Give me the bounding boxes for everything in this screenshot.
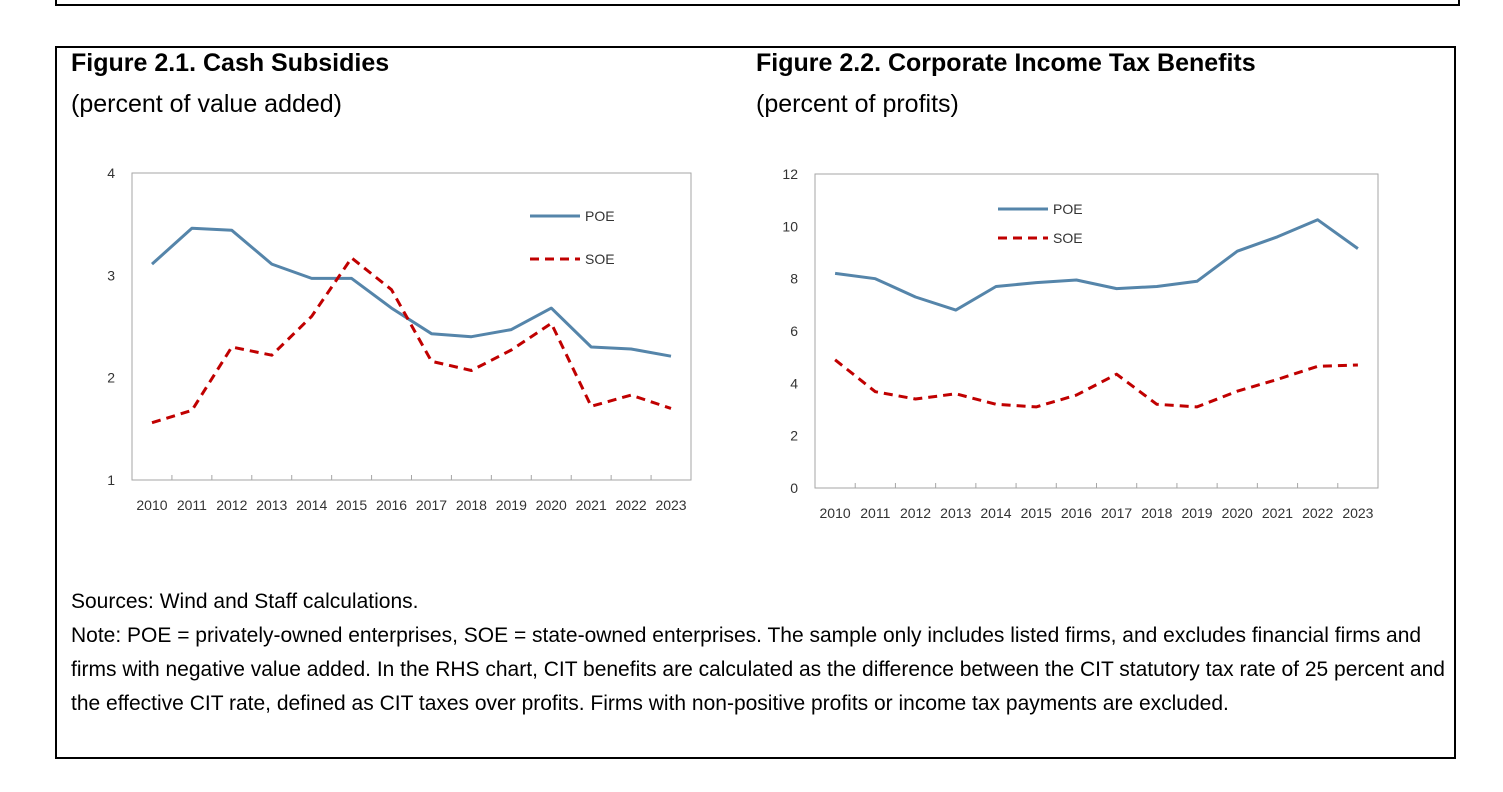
- chart2-x-tick-label: 2016: [1061, 505, 1092, 521]
- chart1-x-tick-label: 2015: [336, 497, 367, 513]
- chart1-x-tick-label: 2014: [296, 497, 327, 513]
- chart2-plot-frame: [814, 173, 1379, 489]
- chart2-y-tick-label: 4: [790, 375, 798, 391]
- note-text: Note: POE = privately-owned enterprises,…: [71, 624, 1445, 715]
- chart1-x-tick-label: 2020: [536, 497, 567, 513]
- chart2-x-tick-label: 2017: [1101, 505, 1132, 521]
- chart2-x-tick-label: 2010: [820, 505, 851, 521]
- figure-panel: [55, 46, 1456, 759]
- chart2-x-tick-label: 2018: [1141, 505, 1172, 521]
- chart2-x-tick-label: 2023: [1342, 505, 1373, 521]
- chart1-x-tick-label: 2017: [416, 497, 447, 513]
- chart2-y-tick-label: 6: [790, 323, 798, 339]
- chart1-y-tick-label: 2: [107, 370, 115, 386]
- chart2-y-tick-label: 10: [782, 218, 798, 234]
- chart2-x-tick-label: 2015: [1021, 505, 1052, 521]
- chart1-x-tick-label: 2013: [256, 497, 287, 513]
- chart1-y-tick-label: 4: [107, 165, 115, 181]
- chart1-x-tick-label: 2022: [616, 497, 647, 513]
- chart2-y-tick-label: 2: [790, 428, 798, 444]
- chart2-x-tick-label: 2020: [1222, 505, 1253, 521]
- chart2-x-tick-label: 2014: [980, 505, 1011, 521]
- chart1-x-tick-label: 2016: [376, 497, 407, 513]
- chart2-subtitle: (percent of profits): [756, 90, 959, 118]
- chart2-y-tick-label: 12: [782, 166, 798, 182]
- chart2-legend-soe-label: SOE: [1053, 230, 1083, 246]
- chart1-y-tick-label: 1: [107, 472, 115, 488]
- chart1-y-tick-label: 3: [107, 267, 115, 283]
- notes: Sources: Wind and Staff calculations. No…: [71, 585, 1451, 721]
- chart2-y-tick-label: 8: [790, 271, 798, 287]
- chart1-x-tick-label: 2018: [456, 497, 487, 513]
- chart1-x-tick-label: 2010: [136, 497, 167, 513]
- chart2-series-poe-line: [834, 218, 1359, 312]
- chart2-title: Figure 2.2. Corporate Income Tax Benefit…: [756, 49, 1256, 77]
- chart2-x-tick-label: 2021: [1262, 505, 1293, 521]
- chart2-x-tick-label: 2019: [1181, 505, 1212, 521]
- chart2-x-tick-label: 2013: [940, 505, 971, 521]
- chart2-legend-poe-label: POE: [1053, 201, 1083, 217]
- chart2-series-soe-line: [834, 358, 1358, 409]
- chart1-x-tick-label: 2011: [177, 497, 207, 513]
- chart1-x-tick-label: 2021: [576, 497, 607, 513]
- chart2-x-tick-label: 2011: [860, 505, 890, 521]
- chart1-x-tick-label: 2023: [655, 497, 686, 513]
- chart2-y-tick-label: 0: [790, 480, 798, 496]
- top-box: [55, 0, 1460, 6]
- chart1-legend-poe-label: POE: [585, 208, 615, 224]
- chart1-series-poe-line: [150, 226, 672, 358]
- chart2-x-tick-label: 2012: [900, 505, 931, 521]
- chart1-series-soe-line: [151, 256, 672, 425]
- chart1-subtitle: (percent of value added): [71, 90, 343, 118]
- chart1-title: Figure 2.1. Cash Subsidies: [71, 49, 390, 77]
- chart2-x-tick-label: 2022: [1302, 505, 1333, 521]
- sources-text: Sources: Wind and Staff calculations.: [71, 590, 419, 613]
- chart1-x-tick-label: 2012: [216, 497, 247, 513]
- chart1-legend-soe-label: SOE: [585, 251, 615, 267]
- chart1-x-tick-label: 2019: [496, 497, 527, 513]
